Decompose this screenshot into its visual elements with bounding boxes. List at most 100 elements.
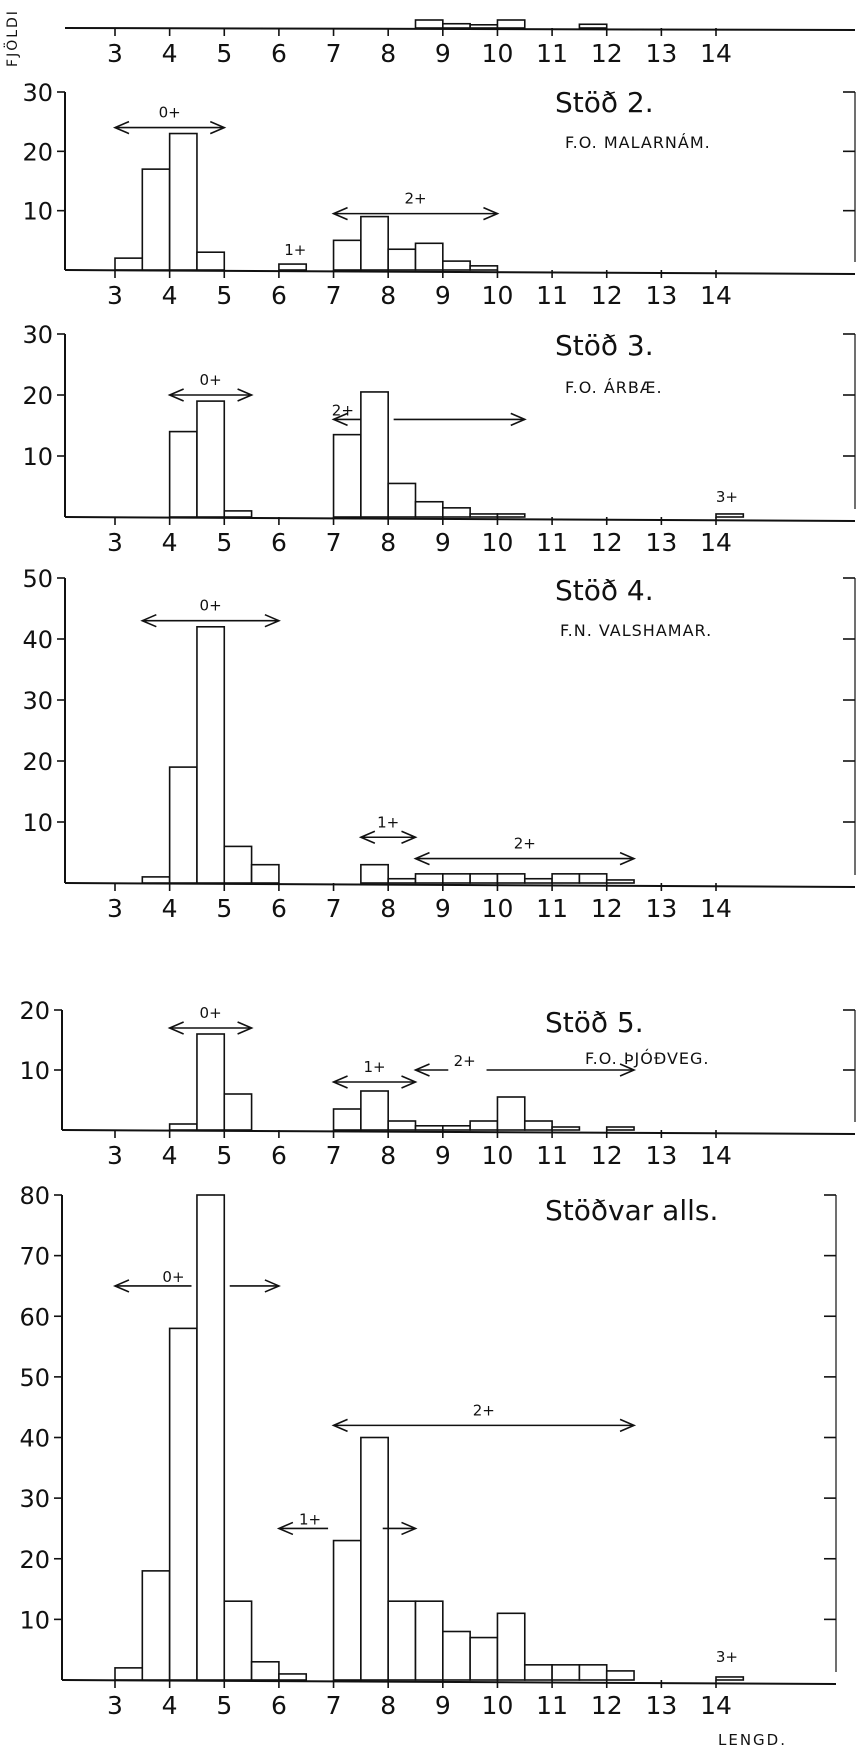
arrow-head-right (619, 851, 637, 866)
histogram-bar (141, 876, 171, 884)
x-tick-label: 11 (536, 894, 568, 923)
x-tick-label: 12 (591, 281, 623, 310)
x-tick-label: 8 (380, 281, 396, 310)
histogram-bar (223, 510, 253, 518)
histogram-bar (578, 1664, 608, 1681)
panel-subtitle: F.O. ÁRBÆ. (565, 378, 663, 397)
x-tick-label: 13 (645, 281, 677, 310)
histogram-bar (360, 1436, 389, 1681)
histogram-bar (141, 1570, 171, 1681)
histogram-bar (469, 1636, 499, 1681)
arrow-head-left (112, 120, 130, 135)
histogram-bar (414, 500, 444, 518)
age-group-label: 0+ (200, 1004, 222, 1022)
histogram-bar (387, 1600, 417, 1681)
x-tick-label: 7 (326, 39, 342, 68)
histogram-bar (715, 513, 745, 518)
x-tick-label: 3 (107, 281, 123, 310)
y-tick-label: 20 (19, 1546, 50, 1574)
panel-station-2: 3 4 5 6 7 8 9 10 11 12 13 14 10 20 30 Stöð 2. F.O. MALAR… (22, 79, 856, 310)
age-group-label: 1+ (363, 1058, 385, 1076)
x-tick-label: 14 (700, 1691, 732, 1720)
histogram-bar (141, 168, 171, 271)
histogram-bar (223, 845, 253, 884)
x-axis-line (64, 516, 856, 522)
x-tick-label: 11 (536, 1691, 568, 1720)
histogram-bar (223, 1600, 253, 1681)
x-tick-label: 8 (380, 894, 396, 923)
x-axis-title: LENGD. (718, 1731, 787, 1749)
histogram-bar (496, 19, 526, 29)
x-tick-label: 8 (380, 528, 396, 557)
age-group-label: 0+ (159, 104, 181, 122)
y-tick-label: 50 (19, 1364, 50, 1392)
x-tick-label: 6 (271, 1691, 287, 1720)
arrow-head-left (331, 1075, 348, 1089)
x-tick-label: 10 (482, 1691, 514, 1720)
panel-title: Stöðvar alls. (545, 1194, 718, 1227)
x-tick-label: 10 (482, 528, 514, 557)
histogram-bar (551, 873, 581, 884)
x-tick-label: 5 (216, 528, 232, 557)
x-tick-label: 3 (107, 39, 123, 68)
x-tick-label: 4 (162, 39, 178, 68)
histogram-bar (414, 19, 444, 29)
histogram-bar (360, 863, 389, 884)
x-tick-label: 11 (536, 528, 568, 557)
x-tick-label: 4 (162, 894, 178, 923)
x-tick-label: 5 (216, 1691, 232, 1720)
age-group-label: 2+ (404, 190, 426, 208)
x-tick-label: 14 (700, 281, 732, 310)
x-axis-line (64, 269, 856, 275)
histogram-bar (605, 1670, 635, 1681)
panel-title: Stöð 2. (555, 86, 654, 119)
y-tick-label: 10 (22, 443, 53, 471)
x-axis-line (61, 1679, 837, 1685)
arrow-head-left (413, 1063, 430, 1077)
x-tick-label: 8 (380, 39, 396, 68)
histogram-bar (442, 260, 471, 271)
histogram-bar (523, 877, 553, 884)
panel-title: Stöð 5. (545, 1006, 644, 1039)
age-group-label: 0+ (162, 1268, 184, 1286)
histogram-bar (496, 873, 526, 884)
panel-subtitle: F.O. MALARNÁM. (565, 133, 711, 152)
histogram-bar (114, 257, 144, 271)
arrow-head-left (167, 388, 184, 402)
x-tick-label: 9 (435, 281, 451, 310)
x-tick-label: 4 (162, 281, 178, 310)
arrow-head-right (264, 1279, 281, 1293)
y-tick-label: 40 (22, 626, 53, 654)
histogram-bar (442, 1630, 471, 1681)
panel-station-1-partial: 3 4 5 6 7 8 9 10 11 12 13 14 (64, 19, 856, 68)
histogram-bar (360, 391, 389, 518)
x-tick-label: 12 (591, 1141, 623, 1170)
arrow-head-right (619, 1063, 637, 1077)
x-tick-label: 13 (645, 528, 677, 557)
arrow-head-right (401, 1075, 418, 1089)
y-tick-label: 30 (22, 321, 53, 349)
x-tick-label: 6 (271, 281, 287, 310)
histogram-bar (387, 1120, 417, 1131)
histogram-bar (278, 263, 308, 271)
arrow-head-left (331, 412, 348, 427)
x-tick-label: 4 (162, 1691, 178, 1720)
x-tick-label: 5 (216, 281, 232, 310)
age-group-label: 2+ (473, 1401, 495, 1419)
histogram-bar (715, 1676, 745, 1681)
y-axis-title: FJÖLDI (5, 9, 21, 67)
x-tick-label: 11 (536, 1141, 568, 1170)
arrow-head-left (112, 1279, 130, 1293)
x-tick-label: 9 (435, 1141, 451, 1170)
y-tick-label: 20 (22, 748, 53, 776)
histogram-bar (442, 507, 471, 518)
x-tick-label: 10 (482, 894, 514, 923)
arrow-head-left (413, 851, 430, 866)
y-tick-label: 10 (19, 1057, 50, 1085)
x-tick-label: 13 (645, 1141, 677, 1170)
x-tick-label: 7 (326, 528, 342, 557)
x-tick-label: 8 (380, 1141, 396, 1170)
histogram-bar (360, 1090, 389, 1131)
x-tick-label: 9 (435, 1691, 451, 1720)
arrow-head-right (619, 1418, 637, 1433)
